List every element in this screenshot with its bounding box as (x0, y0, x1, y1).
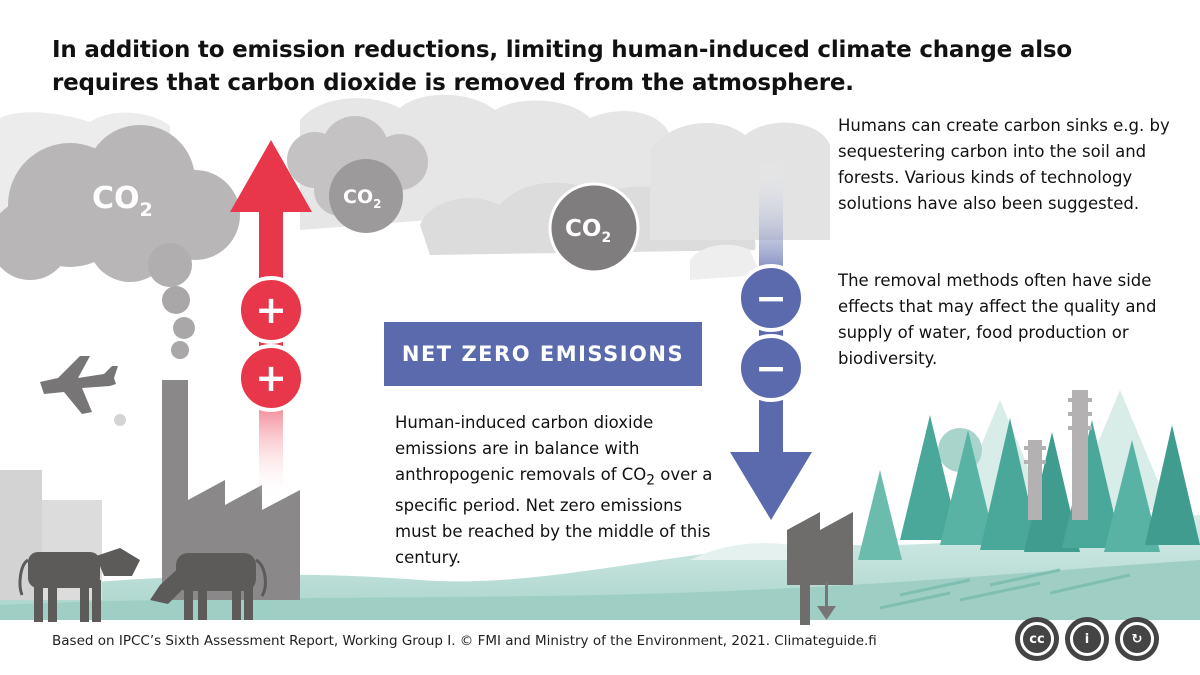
cow-icon (150, 553, 267, 620)
svg-text:−: − (755, 346, 787, 390)
svg-text:+: + (255, 356, 287, 400)
headline: In addition to emission reductions, limi… (52, 37, 1072, 96)
field-furrows (879, 568, 1131, 610)
cow-icon (18, 548, 140, 622)
co2-bubble-dark: CO2 (548, 182, 640, 274)
minus-badge: − (737, 334, 805, 402)
smoke-cloud (0, 116, 428, 426)
source-credit: Based on IPCC’s Sixth Assessment Report,… (52, 633, 877, 649)
forest (858, 390, 1200, 560)
net-zero-definition: Human-induced carbon dioxide emissions a… (395, 413, 713, 568)
svg-text:CO2: CO2 (92, 181, 153, 221)
carbon-sinks-text: Humans can create carbon sinks e.g. by s… (838, 116, 1170, 213)
carbon-capture-plant (787, 512, 853, 625)
factory (162, 380, 300, 600)
svg-text:CO2: CO2 (343, 186, 381, 211)
svg-text:CO2: CO2 (565, 216, 611, 246)
distant-chimneys (1024, 390, 1092, 520)
co2-bubble-large: CO2 (92, 181, 153, 221)
background-cloud (650, 122, 830, 240)
minus-badge: − (737, 264, 805, 332)
svg-text:−: − (755, 276, 787, 320)
background-cloud (690, 244, 760, 280)
share-alike-icon[interactable]: ↻ (1115, 617, 1159, 661)
plus-badge: + (237, 276, 305, 344)
airplane-icon (40, 356, 118, 414)
net-zero-label: NET ZERO EMISSIONS (384, 322, 702, 386)
license-badges: cc i ↻ (1015, 617, 1159, 661)
plus-badge: + (237, 344, 305, 412)
side-effects-text: The removal methods often have side effe… (838, 271, 1157, 368)
cc-icon[interactable]: cc (1015, 617, 1059, 661)
attribution-icon[interactable]: i (1065, 617, 1109, 661)
co2-bubble-medium: CO2 (329, 159, 403, 233)
svg-text:+: + (255, 288, 287, 332)
